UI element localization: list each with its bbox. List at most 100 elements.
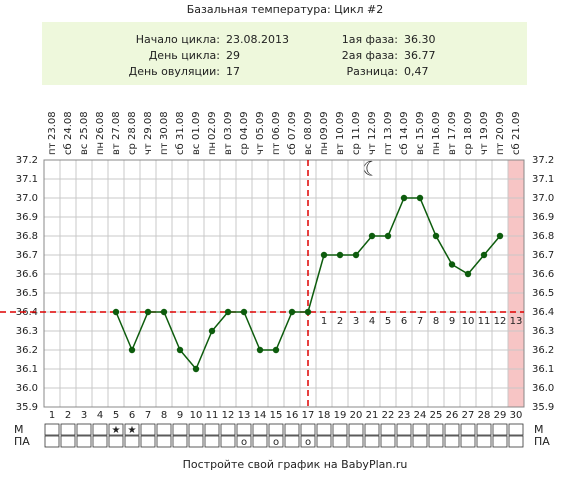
row-cell — [316, 423, 332, 436]
weekday-label: вт — [335, 143, 346, 155]
x-tick-label: 21 — [366, 410, 379, 421]
x-tick-label: 29 — [494, 410, 507, 421]
temperature-point — [144, 308, 152, 316]
row-cell — [444, 423, 460, 436]
weekday-label: пт — [271, 142, 282, 155]
x-tick-label: 17 — [302, 410, 315, 421]
date-label: 27.08 — [111, 111, 122, 140]
row-cell — [460, 435, 476, 448]
weekday-label: ср — [351, 143, 362, 155]
row-cell — [332, 423, 348, 436]
date-label: 10.09 — [335, 111, 346, 140]
luteal-day: 7 — [417, 316, 423, 327]
row-cell — [396, 423, 412, 436]
date-label: 06.09 — [271, 111, 282, 140]
luteal-day: 5 — [385, 316, 391, 327]
x-tick-label: 27 — [462, 410, 475, 421]
row-cell — [60, 423, 76, 436]
row-cell — [508, 423, 524, 436]
y-tick-label: 37.2 — [16, 155, 38, 166]
weekday-label: пт — [47, 142, 58, 155]
row-symbol: o — [241, 437, 247, 448]
row-cell — [300, 435, 316, 448]
row-cell — [348, 435, 364, 448]
info-label: День цикла: — [149, 49, 220, 62]
x-tick-label: 1 — [49, 410, 55, 421]
row-cell — [220, 423, 236, 436]
title: Базальная температура: Цикл #2 — [187, 3, 384, 16]
row-cell — [380, 423, 396, 436]
luteal-day: 8 — [433, 316, 439, 327]
row-cell — [92, 423, 108, 436]
weekday-label: ср — [463, 143, 474, 155]
row-cell — [364, 423, 380, 436]
luteal-day: 6 — [401, 316, 407, 327]
y-tick-label-right: 36.8 — [532, 231, 554, 242]
x-tick-label: 20 — [350, 410, 363, 421]
y-tick-label: 36.1 — [16, 364, 38, 375]
temperature-point — [288, 308, 296, 316]
x-tick-label: 16 — [286, 410, 299, 421]
weekday-label: пт — [383, 142, 394, 155]
temperature-point — [208, 327, 216, 335]
temperature-point — [448, 261, 456, 268]
row-cell — [204, 435, 220, 448]
info-label: 2ая фаза: — [342, 49, 398, 62]
info-label: День овуляции: — [129, 65, 220, 78]
weekday-label: чт — [143, 143, 154, 155]
date-label: 28.08 — [127, 111, 138, 140]
row-cell — [156, 423, 172, 436]
x-tick-label: 11 — [206, 410, 219, 421]
row-cell — [76, 435, 92, 448]
y-tick-label-right: 36.2 — [532, 345, 554, 356]
row-cell — [188, 435, 204, 448]
luteal-day: 13 — [510, 316, 523, 327]
y-tick-label-right: 37.0 — [532, 193, 554, 204]
weekday-label: вт — [447, 143, 458, 155]
info-value: 17 — [226, 65, 240, 78]
date-label: 16.09 — [431, 111, 442, 140]
date-label: 07.09 — [287, 111, 298, 140]
temperature-point — [368, 232, 376, 240]
temperature-point — [336, 251, 344, 259]
row-cell — [44, 435, 60, 448]
row-cell — [396, 435, 412, 448]
row-label: М — [14, 423, 24, 436]
row-cell — [108, 435, 124, 448]
row-cell — [92, 435, 108, 448]
temperature-point — [400, 194, 408, 202]
weekday-label: сб — [399, 143, 410, 155]
y-tick-label: 36.6 — [16, 269, 38, 280]
moon-icon: ☾ — [362, 157, 380, 181]
y-tick-label-right: 36.9 — [532, 212, 554, 223]
row-cell — [268, 423, 284, 436]
date-label: 18.09 — [463, 111, 474, 140]
weekday-label: вт — [223, 143, 234, 155]
row-cell — [412, 423, 428, 436]
row-symbol: ★ — [128, 425, 137, 436]
y-tick-label: 37.1 — [16, 174, 38, 185]
x-tick-label: 10 — [190, 410, 203, 421]
x-tick-label: 19 — [334, 410, 347, 421]
luteal-day: 9 — [449, 316, 455, 327]
temperature-point — [224, 308, 232, 316]
row-cell — [124, 423, 140, 436]
row-cell — [412, 435, 428, 448]
date-label: 20.09 — [495, 111, 506, 140]
y-tick-label-right: 37.1 — [532, 174, 554, 185]
y-tick-label: 36.3 — [16, 326, 38, 337]
y-tick-label: 36.4 — [16, 307, 38, 318]
y-tick-label: 35.9 — [16, 402, 38, 413]
weekday-label: сб — [287, 143, 298, 155]
row-cell — [156, 435, 172, 448]
date-label: 11.09 — [351, 111, 362, 140]
date-label: 24.08 — [63, 111, 74, 140]
y-tick-label-right: 35.9 — [532, 402, 554, 413]
x-tick-label: 30 — [510, 410, 523, 421]
row-label: ПА — [14, 435, 30, 448]
temperature-point — [128, 346, 136, 354]
temperature-point — [384, 232, 392, 240]
weekday-label: сб — [511, 143, 522, 155]
row-cell — [492, 423, 508, 436]
row-cell — [252, 435, 268, 448]
